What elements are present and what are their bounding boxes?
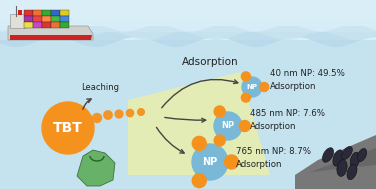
Circle shape [192, 174, 206, 188]
Polygon shape [60, 22, 68, 28]
Ellipse shape [347, 164, 357, 180]
Polygon shape [0, 40, 376, 189]
Polygon shape [0, 18, 376, 32]
Text: Leaching: Leaching [81, 84, 119, 92]
Ellipse shape [350, 152, 360, 168]
Circle shape [115, 110, 123, 118]
FancyArrowPatch shape [156, 127, 184, 153]
Polygon shape [51, 10, 59, 15]
Polygon shape [42, 16, 50, 22]
Polygon shape [8, 26, 93, 40]
Ellipse shape [322, 148, 334, 162]
Circle shape [241, 72, 250, 81]
Circle shape [260, 83, 269, 91]
Polygon shape [51, 16, 59, 22]
Text: 485 nm NP: 7.6%
Adsorption: 485 nm NP: 7.6% Adsorption [250, 109, 325, 131]
Polygon shape [24, 10, 32, 15]
Polygon shape [18, 10, 22, 15]
Circle shape [126, 109, 133, 117]
Polygon shape [33, 22, 41, 28]
Ellipse shape [357, 148, 367, 162]
FancyArrowPatch shape [83, 99, 91, 109]
Ellipse shape [333, 150, 343, 166]
Polygon shape [77, 150, 115, 186]
Text: 40 nm NP: 49.5%
Adsorption: 40 nm NP: 49.5% Adsorption [270, 69, 345, 91]
Circle shape [92, 114, 102, 122]
Circle shape [214, 135, 225, 146]
Text: TBT: TBT [53, 121, 83, 135]
Circle shape [138, 109, 144, 115]
Polygon shape [51, 22, 59, 28]
Polygon shape [310, 148, 376, 172]
Polygon shape [60, 10, 68, 15]
Circle shape [214, 106, 225, 117]
Polygon shape [295, 135, 376, 189]
Circle shape [192, 136, 206, 150]
Circle shape [192, 144, 228, 180]
Text: Adsorption: Adsorption [182, 57, 238, 67]
Ellipse shape [337, 160, 347, 176]
Circle shape [104, 111, 112, 119]
Text: 765 nm NP: 8.7%
Adsorption: 765 nm NP: 8.7% Adsorption [236, 147, 311, 169]
Polygon shape [24, 22, 32, 28]
Circle shape [242, 77, 262, 97]
Polygon shape [24, 16, 32, 22]
Ellipse shape [341, 146, 352, 160]
Polygon shape [42, 10, 50, 15]
FancyArrowPatch shape [165, 117, 206, 122]
Polygon shape [42, 22, 50, 28]
Polygon shape [10, 35, 92, 40]
Text: NP: NP [247, 84, 258, 90]
Polygon shape [0, 26, 376, 40]
Polygon shape [33, 10, 41, 15]
Circle shape [239, 121, 250, 132]
Text: NP: NP [202, 157, 218, 167]
Circle shape [214, 112, 242, 140]
Circle shape [42, 102, 94, 154]
Polygon shape [10, 14, 25, 28]
Polygon shape [0, 0, 376, 45]
Polygon shape [0, 32, 376, 47]
Polygon shape [128, 72, 270, 175]
Circle shape [241, 93, 250, 102]
Polygon shape [60, 16, 68, 22]
Text: NP: NP [221, 122, 235, 130]
Circle shape [224, 155, 238, 169]
FancyArrowPatch shape [162, 79, 238, 108]
Polygon shape [33, 16, 41, 22]
